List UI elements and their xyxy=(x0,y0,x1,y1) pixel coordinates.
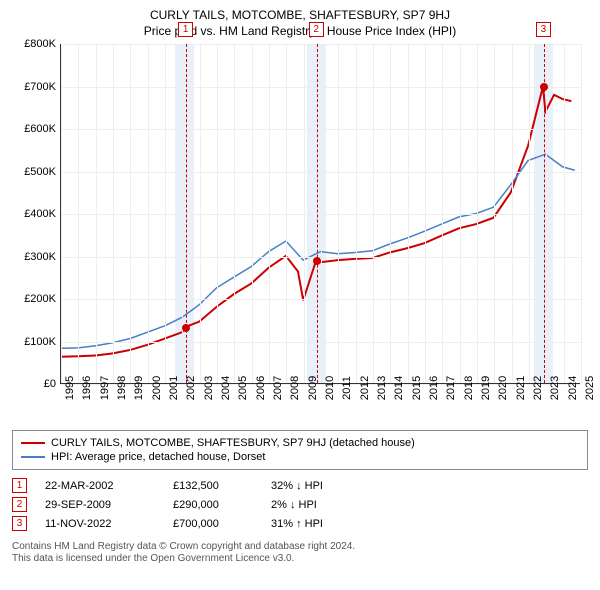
y-tick-label: £800K xyxy=(24,38,56,50)
gridline-vertical xyxy=(512,44,513,383)
gridline-vertical xyxy=(373,44,374,383)
gridline-vertical xyxy=(269,44,270,383)
gridline-vertical xyxy=(61,44,62,383)
sales-pct: 31% ↑ HPI xyxy=(271,518,371,530)
sales-num-box: 2 xyxy=(12,497,27,512)
gridline-vertical xyxy=(546,44,547,383)
sales-price: £700,000 xyxy=(173,518,253,530)
event-marker-box: 1 xyxy=(178,22,193,37)
sales-price: £290,000 xyxy=(173,499,253,511)
event-dashed-line xyxy=(317,44,318,383)
y-tick-label: £100K xyxy=(24,336,56,348)
gridline-vertical xyxy=(234,44,235,383)
event-dashed-line xyxy=(186,44,187,383)
sales-date: 11-NOV-2022 xyxy=(45,518,155,530)
sales-row: 1 22-MAR-2002 £132,500 32% ↓ HPI xyxy=(12,478,588,493)
sales-num-box: 1 xyxy=(12,478,27,493)
legend-label: HPI: Average price, detached house, Dors… xyxy=(51,451,265,463)
x-tick-label: 2025 xyxy=(584,376,600,400)
y-tick-label: £600K xyxy=(24,123,56,135)
event-dot xyxy=(313,257,321,265)
sales-price: £132,500 xyxy=(173,480,253,492)
event-dashed-line xyxy=(544,44,545,383)
sales-date: 22-MAR-2002 xyxy=(45,480,155,492)
gridline-vertical xyxy=(286,44,287,383)
y-tick-label: £400K xyxy=(24,208,56,220)
gridline-vertical xyxy=(130,44,131,383)
gridline-vertical xyxy=(477,44,478,383)
footer-line-1: Contains HM Land Registry data © Crown c… xyxy=(12,541,588,552)
gridline-vertical xyxy=(425,44,426,383)
chart-title-block: CURLY TAILS, MOTCOMBE, SHAFTESBURY, SP7 … xyxy=(12,8,588,38)
gridline-vertical xyxy=(304,44,305,383)
gridline-vertical xyxy=(165,44,166,383)
event-marker-box: 3 xyxy=(536,22,551,37)
gridline-vertical xyxy=(356,44,357,383)
gridline-vertical xyxy=(148,44,149,383)
y-tick-label: £500K xyxy=(24,166,56,178)
y-tick-label: £700K xyxy=(24,81,56,93)
y-axis-labels: £0£100K£200K£300K£400K£500K£600K£700K£80… xyxy=(12,44,60,384)
sales-row: 2 29-SEP-2009 £290,000 2% ↓ HPI xyxy=(12,497,588,512)
gridline-vertical xyxy=(390,44,391,383)
gridline-vertical xyxy=(78,44,79,383)
sales-num-box: 3 xyxy=(12,516,27,531)
series-line xyxy=(61,154,575,348)
event-dot xyxy=(182,324,190,332)
gridline-vertical xyxy=(460,44,461,383)
gridline-vertical xyxy=(408,44,409,383)
chart-area: £0£100K£200K£300K£400K£500K£600K£700K£80… xyxy=(12,44,588,424)
sales-pct: 2% ↓ HPI xyxy=(271,499,371,511)
legend-swatch xyxy=(21,456,45,458)
gridline-vertical xyxy=(581,44,582,383)
y-tick-label: £0 xyxy=(44,378,56,390)
gridline-vertical xyxy=(200,44,201,383)
gridline-vertical xyxy=(529,44,530,383)
gridline-vertical xyxy=(494,44,495,383)
event-dot xyxy=(540,83,548,91)
y-tick-label: £300K xyxy=(24,251,56,263)
legend-label: CURLY TAILS, MOTCOMBE, SHAFTESBURY, SP7 … xyxy=(51,437,415,449)
legend-row: HPI: Average price, detached house, Dors… xyxy=(21,451,579,463)
legend-row: CURLY TAILS, MOTCOMBE, SHAFTESBURY, SP7 … xyxy=(21,437,579,449)
gridline-vertical xyxy=(96,44,97,383)
event-marker-box: 2 xyxy=(309,22,324,37)
sales-table: 122-MAR-2002£132,50032% ↓ HPI229-SEP-200… xyxy=(12,478,588,531)
y-tick-label: £200K xyxy=(24,293,56,305)
legend-swatch xyxy=(21,442,45,444)
gridline-vertical xyxy=(442,44,443,383)
gridline-vertical xyxy=(182,44,183,383)
gridline-vertical xyxy=(338,44,339,383)
gridline-vertical xyxy=(321,44,322,383)
gridline-vertical xyxy=(564,44,565,383)
footer-line-2: This data is licensed under the Open Gov… xyxy=(12,553,588,564)
gridline-vertical xyxy=(252,44,253,383)
gridline-vertical xyxy=(113,44,114,383)
x-axis-labels: 1995199619971998199920002001200220032004… xyxy=(60,384,580,424)
sales-row: 3 11-NOV-2022 £700,000 31% ↑ HPI xyxy=(12,516,588,531)
footer-attribution: Contains HM Land Registry data © Crown c… xyxy=(12,541,588,564)
sales-date: 29-SEP-2009 xyxy=(45,499,155,511)
title-line-1: CURLY TAILS, MOTCOMBE, SHAFTESBURY, SP7 … xyxy=(12,8,588,22)
plot-region: 123 xyxy=(60,44,580,384)
sales-pct: 32% ↓ HPI xyxy=(271,480,371,492)
legend: CURLY TAILS, MOTCOMBE, SHAFTESBURY, SP7 … xyxy=(12,430,588,470)
title-line-2: Price paid vs. HM Land Registry's House … xyxy=(12,24,588,38)
gridline-vertical xyxy=(217,44,218,383)
